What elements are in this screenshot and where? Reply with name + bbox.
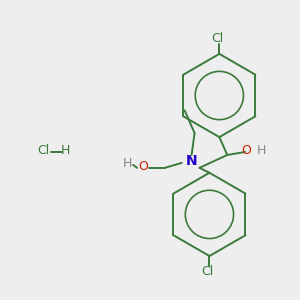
- Text: H: H: [256, 145, 266, 158]
- Text: H: H: [122, 158, 132, 170]
- Text: O: O: [241, 145, 251, 158]
- Text: Cl: Cl: [201, 266, 214, 278]
- Text: N: N: [186, 154, 197, 168]
- Text: Cl: Cl: [37, 145, 49, 158]
- Text: H: H: [61, 145, 70, 158]
- Text: Cl: Cl: [211, 32, 224, 44]
- Text: O: O: [138, 160, 148, 173]
